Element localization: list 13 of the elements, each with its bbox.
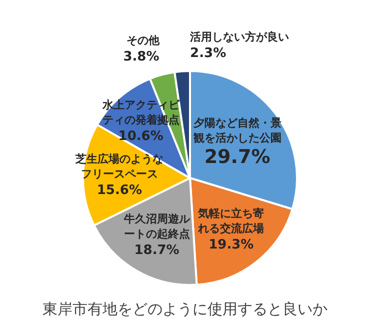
data-label: 29.7%	[204, 146, 270, 168]
data-label: 19.3%	[208, 237, 254, 252]
data-label: 2.3%	[190, 46, 226, 61]
data-label: 15.6%	[96, 183, 142, 198]
data-label: 10.6%	[118, 128, 164, 144]
text: 東岸市有地をどのように使用すると良いか	[42, 300, 328, 319]
slice-label: その他	[126, 34, 160, 47]
data-label: 18.7%	[134, 242, 180, 258]
slice-label: 気軽に立ち寄れる交流広場	[197, 206, 264, 235]
slice-label: 活用しない方が良い	[189, 30, 290, 44]
slice-label: 牛久沼周遊ルートの起終点	[122, 212, 191, 240]
slice-label: 夕陽など自然・景観を活かした公園	[192, 116, 282, 144]
data-label: 3.8%	[123, 49, 160, 64]
